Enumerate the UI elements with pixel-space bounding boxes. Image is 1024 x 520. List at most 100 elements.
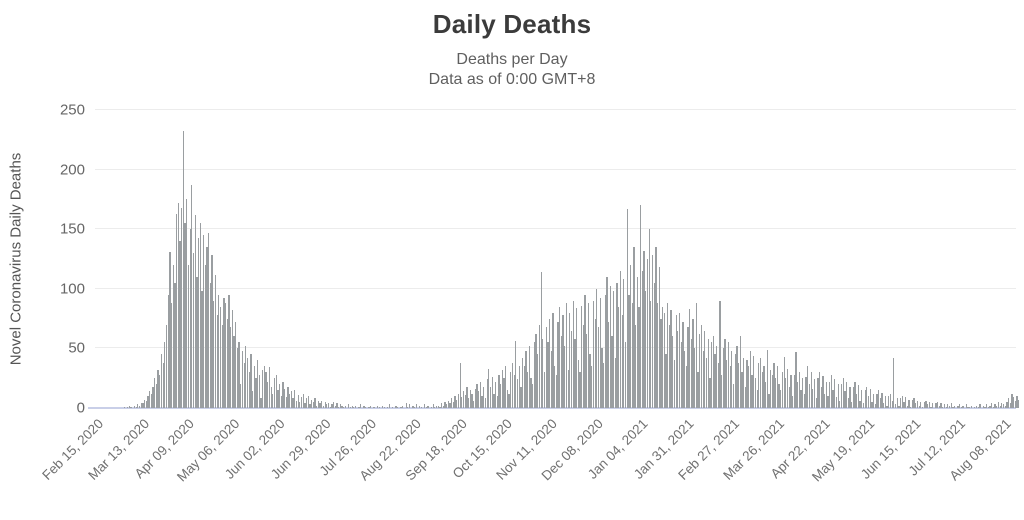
bar[interactable]: [447, 400, 449, 408]
bar[interactable]: [569, 312, 571, 408]
bar[interactable]: [997, 402, 1000, 408]
bar[interactable]: [267, 381, 269, 408]
bar[interactable]: [503, 378, 505, 408]
bar[interactable]: [842, 378, 844, 408]
bar[interactable]: [457, 393, 460, 408]
bar[interactable]: [138, 405, 141, 408]
bar[interactable]: [731, 350, 733, 408]
bar[interactable]: [781, 372, 784, 408]
bar[interactable]: [953, 405, 956, 408]
bar[interactable]: [226, 318, 228, 408]
bar[interactable]: [338, 406, 340, 408]
bar[interactable]: [835, 397, 838, 408]
bar[interactable]: [1009, 403, 1011, 408]
bar[interactable]: [442, 405, 444, 408]
bar[interactable]: [748, 366, 750, 408]
bar[interactable]: [759, 357, 762, 408]
bar[interactable]: [383, 406, 385, 408]
bar[interactable]: [817, 378, 819, 408]
bar[interactable]: [547, 342, 549, 408]
bar[interactable]: [540, 272, 542, 408]
bar[interactable]: [213, 300, 215, 408]
bar[interactable]: [206, 247, 208, 408]
bar[interactable]: [349, 406, 352, 408]
bar[interactable]: [650, 300, 652, 408]
bar[interactable]: [656, 303, 659, 408]
bar[interactable]: [444, 402, 446, 408]
bar[interactable]: [975, 405, 978, 408]
bar[interactable]: [513, 374, 515, 408]
bar[interactable]: [218, 294, 220, 408]
bar[interactable]: [341, 405, 343, 408]
bar[interactable]: [235, 322, 237, 408]
bar[interactable]: [822, 375, 824, 408]
bar[interactable]: [974, 406, 976, 408]
bar[interactable]: [790, 374, 792, 408]
bar[interactable]: [942, 406, 944, 408]
bar[interactable]: [334, 405, 336, 408]
bar[interactable]: [727, 342, 730, 408]
bar[interactable]: [793, 374, 795, 408]
bar[interactable]: [675, 315, 677, 408]
bar[interactable]: [602, 362, 605, 408]
bar[interactable]: [324, 402, 326, 408]
bar[interactable]: [736, 346, 738, 408]
bar[interactable]: [550, 350, 552, 408]
bar[interactable]: [407, 406, 409, 408]
bar[interactable]: [888, 396, 890, 408]
bar[interactable]: [236, 348, 239, 408]
bar[interactable]: [322, 405, 325, 408]
bar[interactable]: [413, 406, 416, 408]
bar[interactable]: [525, 350, 527, 408]
bar[interactable]: [159, 374, 161, 408]
bar[interactable]: [986, 404, 988, 408]
bar[interactable]: [400, 406, 402, 408]
bar[interactable]: [123, 406, 125, 408]
bar[interactable]: [753, 355, 755, 408]
bar[interactable]: [803, 393, 806, 408]
bar[interactable]: [979, 404, 981, 408]
bar[interactable]: [209, 282, 212, 408]
bar[interactable]: [834, 379, 836, 408]
bar[interactable]: [754, 378, 757, 408]
bar[interactable]: [191, 185, 193, 408]
bar[interactable]: [673, 360, 676, 408]
bar[interactable]: [579, 372, 581, 408]
bar[interactable]: [773, 362, 775, 408]
bar[interactable]: [128, 405, 131, 408]
bar[interactable]: [157, 369, 159, 408]
bar[interactable]: [373, 406, 375, 408]
bar[interactable]: [726, 360, 728, 408]
bar[interactable]: [884, 396, 887, 408]
bar[interactable]: [363, 405, 365, 408]
bar[interactable]: [378, 406, 380, 408]
bar[interactable]: [174, 282, 176, 408]
bar[interactable]: [221, 324, 223, 408]
bar[interactable]: [408, 404, 411, 408]
bar[interactable]: [920, 402, 922, 408]
bar[interactable]: [872, 393, 875, 408]
bar[interactable]: [840, 384, 843, 408]
bar[interactable]: [476, 384, 478, 408]
bar[interactable]: [224, 303, 227, 408]
bar[interactable]: [614, 357, 617, 408]
bar[interactable]: [515, 341, 517, 408]
bar[interactable]: [734, 354, 736, 408]
bar[interactable]: [653, 282, 655, 408]
bar[interactable]: [300, 397, 303, 408]
bar[interactable]: [918, 405, 920, 408]
bar[interactable]: [635, 324, 637, 408]
bar[interactable]: [304, 403, 306, 408]
bar[interactable]: [170, 303, 173, 408]
bar[interactable]: [1002, 404, 1005, 408]
bar[interactable]: [204, 264, 206, 408]
bar[interactable]: [864, 390, 866, 408]
bar[interactable]: [464, 394, 466, 408]
bar[interactable]: [307, 396, 309, 408]
bar[interactable]: [690, 338, 692, 408]
bar[interactable]: [999, 405, 1001, 408]
bar[interactable]: [830, 374, 833, 408]
bar[interactable]: [412, 405, 414, 408]
bar[interactable]: [505, 366, 507, 408]
bar[interactable]: [299, 402, 301, 408]
